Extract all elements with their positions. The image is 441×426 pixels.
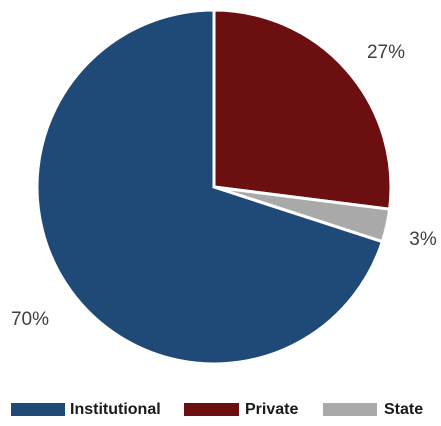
legend-label-state: State <box>384 401 423 418</box>
data-label-state: 3% <box>409 229 437 250</box>
data-label-institutional: 70% <box>11 309 49 330</box>
legend-swatch-institutional <box>11 403 65 416</box>
legend-item-state: State <box>323 401 423 418</box>
pie-slice-institutional <box>35 8 385 366</box>
legend: Institutional Private State <box>11 401 423 418</box>
pie-slices <box>35 8 393 366</box>
data-label-private: 27% <box>367 42 405 63</box>
legend-label-institutional: Institutional <box>70 401 161 418</box>
legend-swatch-state <box>323 403 377 416</box>
legend-label-private: Private <box>245 401 298 418</box>
pie-slice-private <box>212 8 393 211</box>
legend-swatch-private <box>184 403 239 416</box>
pie-data-labels: 27% 3% 70% <box>11 42 437 330</box>
legend-item-private: Private <box>184 401 298 418</box>
legend-item-institutional: Institutional <box>11 401 161 418</box>
